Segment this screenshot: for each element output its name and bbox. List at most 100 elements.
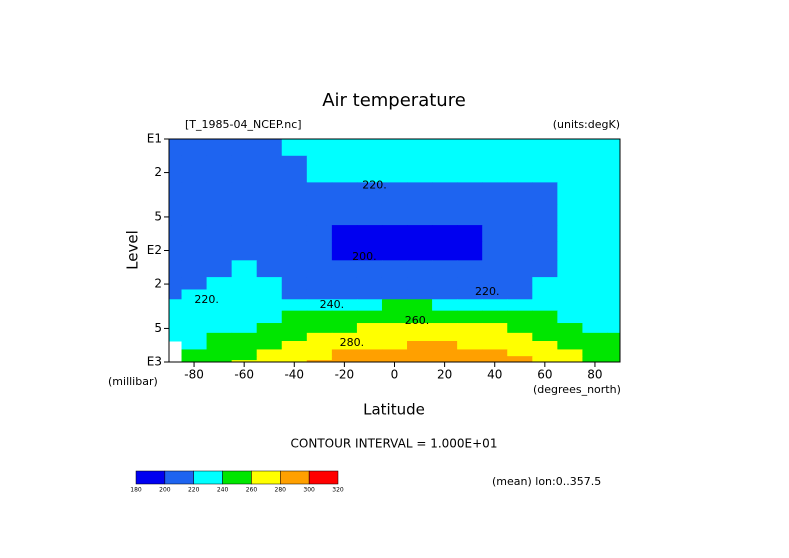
field-cell xyxy=(331,360,358,363)
field-cell xyxy=(457,349,483,357)
colorbar-label: 260 xyxy=(246,487,258,494)
field-cell xyxy=(181,260,208,278)
field-cell xyxy=(356,360,383,363)
field-cell xyxy=(457,260,483,278)
field-cell xyxy=(256,349,283,357)
field-cell xyxy=(432,155,458,183)
x-tick-label: -20 xyxy=(335,368,355,382)
field-cell xyxy=(331,323,358,334)
field-cell xyxy=(557,356,583,361)
field-cell xyxy=(557,155,583,183)
field-cell xyxy=(181,360,208,363)
colorbar-label: 280 xyxy=(275,487,287,494)
field-cell xyxy=(331,340,358,350)
field-cell xyxy=(281,204,308,226)
y-tick-label: E1 xyxy=(147,132,162,146)
field-cell xyxy=(206,299,233,312)
field-cell xyxy=(231,241,258,261)
field-cell xyxy=(507,182,533,206)
field-cell xyxy=(306,277,333,290)
field-cell xyxy=(557,289,583,300)
field-cell xyxy=(507,225,533,243)
field-cell xyxy=(256,340,283,350)
field-cell xyxy=(206,360,233,363)
field-cell xyxy=(331,225,358,243)
field-cell xyxy=(507,356,533,361)
field-cell xyxy=(381,155,408,183)
field-cell xyxy=(507,289,533,300)
field-cell xyxy=(482,323,508,334)
field-cell xyxy=(169,310,183,324)
field-cell xyxy=(281,356,308,361)
field-cell xyxy=(256,277,283,290)
field-cell xyxy=(532,332,558,342)
field-cell xyxy=(607,204,621,226)
field-cell xyxy=(607,139,621,157)
field-cell xyxy=(557,299,583,312)
field-cell xyxy=(507,323,533,334)
field-cell xyxy=(256,299,283,312)
field-cell xyxy=(381,182,408,206)
field-cell xyxy=(607,310,621,324)
footnote: (mean) lon:0..357.5 xyxy=(492,475,601,488)
field-cell xyxy=(206,289,233,300)
field-cell xyxy=(407,289,433,300)
field-cell xyxy=(557,277,583,290)
field-cell xyxy=(231,332,258,342)
field-cell xyxy=(181,332,208,342)
field-cell xyxy=(557,349,583,357)
field-cell xyxy=(432,225,458,243)
field-cell xyxy=(457,182,483,206)
field-cell xyxy=(306,340,333,350)
field-cell xyxy=(356,349,383,357)
field-cell xyxy=(281,260,308,278)
field-cell xyxy=(381,360,408,363)
field-cell xyxy=(281,182,308,206)
field-cell xyxy=(306,225,333,243)
field-cell xyxy=(457,139,483,157)
field-cell xyxy=(356,332,383,342)
field-cell xyxy=(482,260,508,278)
field-cell xyxy=(482,360,508,363)
field-cell xyxy=(231,340,258,350)
y-unit: (millibar) xyxy=(108,375,158,388)
field-cell xyxy=(281,340,308,350)
y-tick-label: 5 xyxy=(154,209,162,223)
field-cell xyxy=(557,323,583,334)
colorbar-label: 200 xyxy=(159,487,171,494)
field-cell xyxy=(482,310,508,324)
field-cell xyxy=(306,356,333,361)
field-cell xyxy=(169,332,183,342)
field-cell xyxy=(306,260,333,278)
field-cell xyxy=(331,277,358,290)
y-tick-label: E2 xyxy=(147,243,162,257)
field-cell xyxy=(231,277,258,290)
contour-label: 260. xyxy=(405,314,430,327)
field-cell xyxy=(356,225,383,243)
colorbar-label: 180 xyxy=(130,487,142,494)
field-cell xyxy=(256,310,283,324)
field-cell xyxy=(532,260,558,278)
field-cell xyxy=(407,139,433,157)
field-cell xyxy=(281,155,308,183)
field-cell xyxy=(557,182,583,206)
contour-interval: CONTOUR INTERVAL = 1.000E+01 xyxy=(291,437,498,451)
field-cell xyxy=(482,356,508,361)
file-label: [T_1985-04_NCEP.nc] xyxy=(185,118,302,131)
field-cell xyxy=(306,349,333,357)
field-cell xyxy=(281,225,308,243)
field-cell xyxy=(231,155,258,183)
field-cell xyxy=(557,260,583,278)
field-cell xyxy=(432,332,458,342)
field-cell xyxy=(256,356,283,361)
field-cell xyxy=(356,277,383,290)
field-cell xyxy=(256,204,283,226)
field-cell xyxy=(507,204,533,226)
field-cell xyxy=(532,323,558,334)
field-cell xyxy=(381,310,408,324)
field-cell xyxy=(582,241,608,261)
field-cell xyxy=(607,332,621,342)
field-cell xyxy=(331,241,358,261)
field-cell xyxy=(206,139,233,157)
